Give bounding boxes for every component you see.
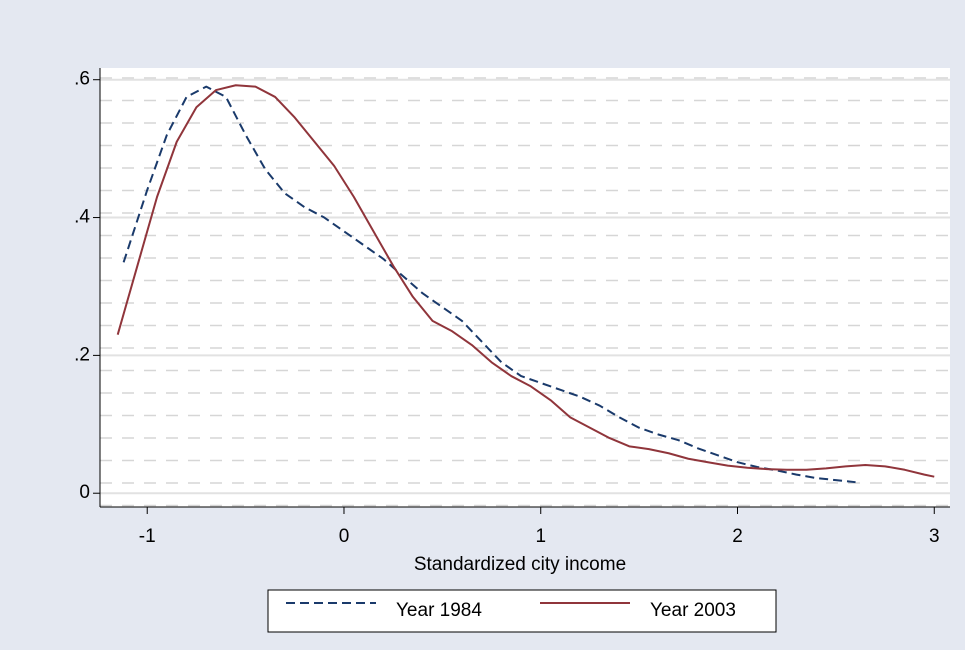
- minor-grid: [100, 68, 950, 507]
- y-tick-label: .4: [74, 207, 90, 228]
- x-tick-label: 0: [339, 526, 350, 547]
- x-tick-label: -1: [139, 526, 156, 547]
- legend-box: [267, 589, 777, 633]
- legend-label: Year 2003: [650, 600, 736, 621]
- line-series: [116, 84, 935, 478]
- x-tick-label: 1: [535, 526, 546, 547]
- line-series: [122, 85, 856, 484]
- x-tick-label: 2: [732, 526, 743, 547]
- x-axis-title: Standardized city income: [414, 554, 626, 575]
- x-tick-label: 3: [929, 526, 940, 547]
- y-tick-label: .6: [74, 69, 90, 90]
- legend-label: Year 1984: [396, 600, 482, 621]
- y-tick-label: 0: [79, 482, 90, 503]
- y-tick-label: .2: [74, 344, 90, 365]
